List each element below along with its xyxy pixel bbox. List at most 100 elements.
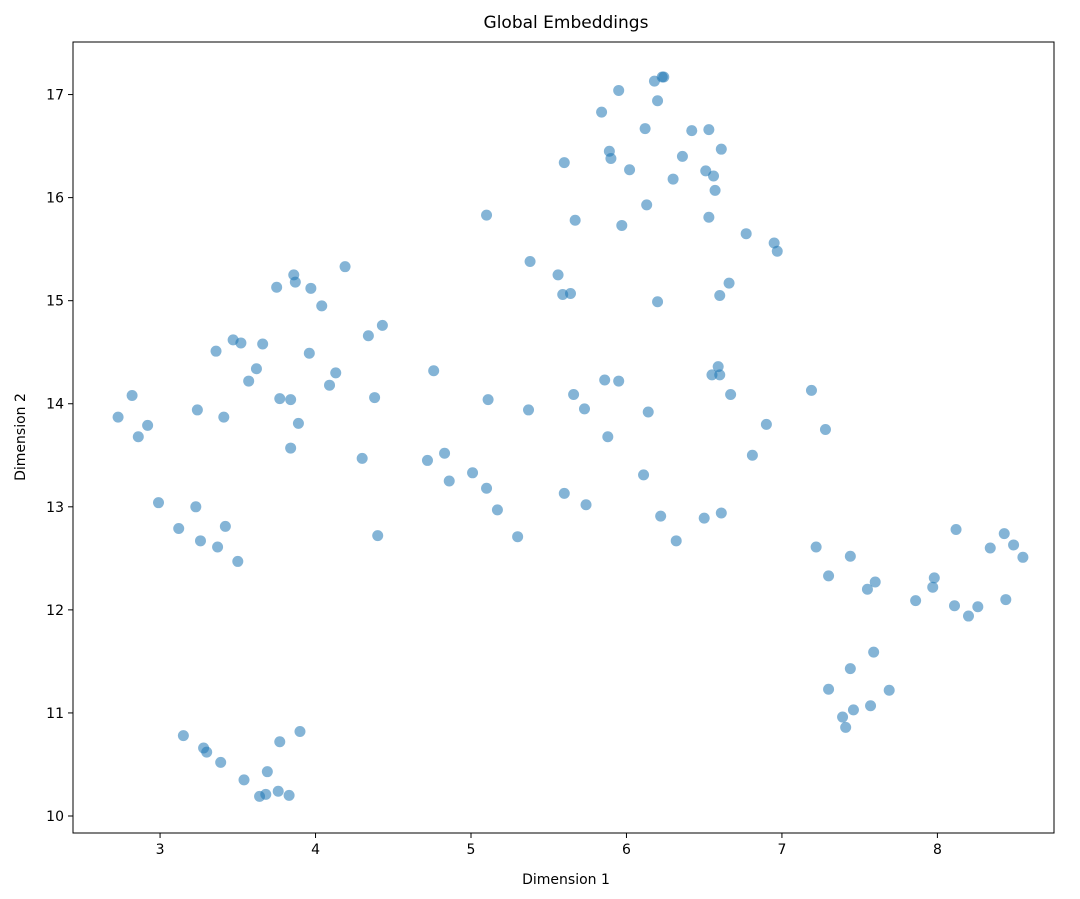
data-point bbox=[285, 394, 297, 406]
data-point bbox=[250, 363, 262, 375]
data-point bbox=[257, 338, 269, 350]
data-point bbox=[330, 367, 342, 379]
data-point bbox=[467, 467, 479, 479]
data-point bbox=[703, 211, 715, 223]
data-point bbox=[272, 785, 284, 797]
data-point bbox=[602, 431, 614, 443]
data-point bbox=[962, 610, 974, 622]
y-tick-label: 10 bbox=[46, 809, 64, 825]
data-point bbox=[1017, 551, 1029, 563]
x-tick-label: 5 bbox=[467, 842, 476, 858]
data-point bbox=[191, 404, 203, 416]
y-axis: 10 11 12 13 14 15 16 17 bbox=[46, 88, 73, 825]
data-point bbox=[599, 374, 611, 386]
data-point bbox=[760, 418, 772, 430]
data-point bbox=[740, 228, 752, 240]
data-point bbox=[868, 646, 880, 658]
data-point bbox=[652, 95, 664, 107]
data-point bbox=[823, 570, 835, 582]
data-point bbox=[714, 369, 726, 381]
data-point bbox=[819, 424, 831, 436]
x-axis: 3 4 5 6 7 8 bbox=[156, 833, 942, 858]
data-point bbox=[805, 384, 817, 396]
data-point bbox=[173, 522, 185, 534]
data-point bbox=[372, 530, 384, 542]
data-point bbox=[482, 394, 494, 406]
data-point bbox=[972, 601, 984, 613]
data-point bbox=[285, 442, 297, 454]
data-point bbox=[639, 123, 651, 135]
data-point bbox=[746, 449, 758, 461]
data-point bbox=[153, 497, 165, 509]
data-point bbox=[652, 296, 664, 308]
x-tick-label: 4 bbox=[311, 842, 320, 858]
data-point bbox=[616, 219, 628, 231]
data-point bbox=[443, 475, 455, 487]
data-point bbox=[712, 361, 724, 373]
data-point bbox=[324, 379, 336, 391]
data-point bbox=[928, 572, 940, 584]
data-point bbox=[292, 417, 304, 429]
data-point bbox=[667, 173, 679, 185]
data-point bbox=[580, 499, 592, 511]
data-point bbox=[861, 583, 873, 595]
data-point bbox=[642, 406, 654, 418]
data-point bbox=[715, 143, 727, 155]
data-point bbox=[949, 600, 961, 612]
data-point bbox=[212, 541, 224, 553]
data-point bbox=[274, 736, 286, 748]
data-point bbox=[725, 388, 737, 400]
data-point bbox=[844, 550, 856, 562]
data-point bbox=[676, 150, 688, 162]
data-point bbox=[232, 555, 244, 567]
data-point bbox=[558, 157, 570, 169]
x-tick-label: 3 bbox=[156, 842, 165, 858]
data-point bbox=[112, 411, 124, 423]
data-point bbox=[837, 711, 849, 723]
data-point bbox=[564, 287, 576, 299]
data-point bbox=[844, 663, 856, 675]
data-point bbox=[260, 788, 272, 800]
data-point bbox=[283, 789, 295, 801]
data-point bbox=[569, 214, 581, 226]
data-point bbox=[305, 282, 317, 294]
data-point bbox=[658, 71, 670, 83]
data-point bbox=[910, 595, 922, 607]
data-point bbox=[998, 528, 1010, 540]
data-point bbox=[558, 487, 570, 499]
data-point bbox=[243, 375, 255, 387]
x-tick-label: 6 bbox=[622, 842, 631, 858]
y-tick-label: 11 bbox=[46, 706, 64, 722]
data-point bbox=[177, 730, 189, 742]
data-point bbox=[481, 482, 493, 494]
data-point bbox=[709, 184, 721, 196]
data-point bbox=[624, 164, 636, 176]
data-point bbox=[512, 531, 524, 543]
y-tick-label: 13 bbox=[46, 500, 64, 516]
data-point bbox=[132, 431, 144, 443]
data-point bbox=[271, 281, 283, 293]
data-point bbox=[596, 106, 608, 118]
data-point bbox=[481, 209, 493, 221]
data-point bbox=[339, 261, 351, 273]
data-point bbox=[523, 404, 535, 416]
y-tick-label: 17 bbox=[46, 88, 64, 104]
data-point bbox=[700, 165, 712, 177]
data-point bbox=[869, 576, 881, 588]
data-point bbox=[723, 277, 735, 289]
data-point bbox=[927, 581, 939, 593]
data-point bbox=[190, 501, 202, 513]
data-point bbox=[641, 199, 653, 211]
data-point bbox=[984, 542, 996, 554]
points-layer bbox=[112, 71, 1029, 802]
data-point bbox=[670, 535, 682, 547]
data-point bbox=[638, 469, 650, 481]
data-point bbox=[274, 393, 286, 405]
data-point bbox=[210, 345, 222, 357]
plot-frame bbox=[72, 41, 1055, 834]
data-point bbox=[810, 541, 822, 553]
data-point bbox=[369, 392, 381, 404]
data-point bbox=[703, 124, 715, 136]
x-tick-label: 8 bbox=[933, 842, 942, 858]
